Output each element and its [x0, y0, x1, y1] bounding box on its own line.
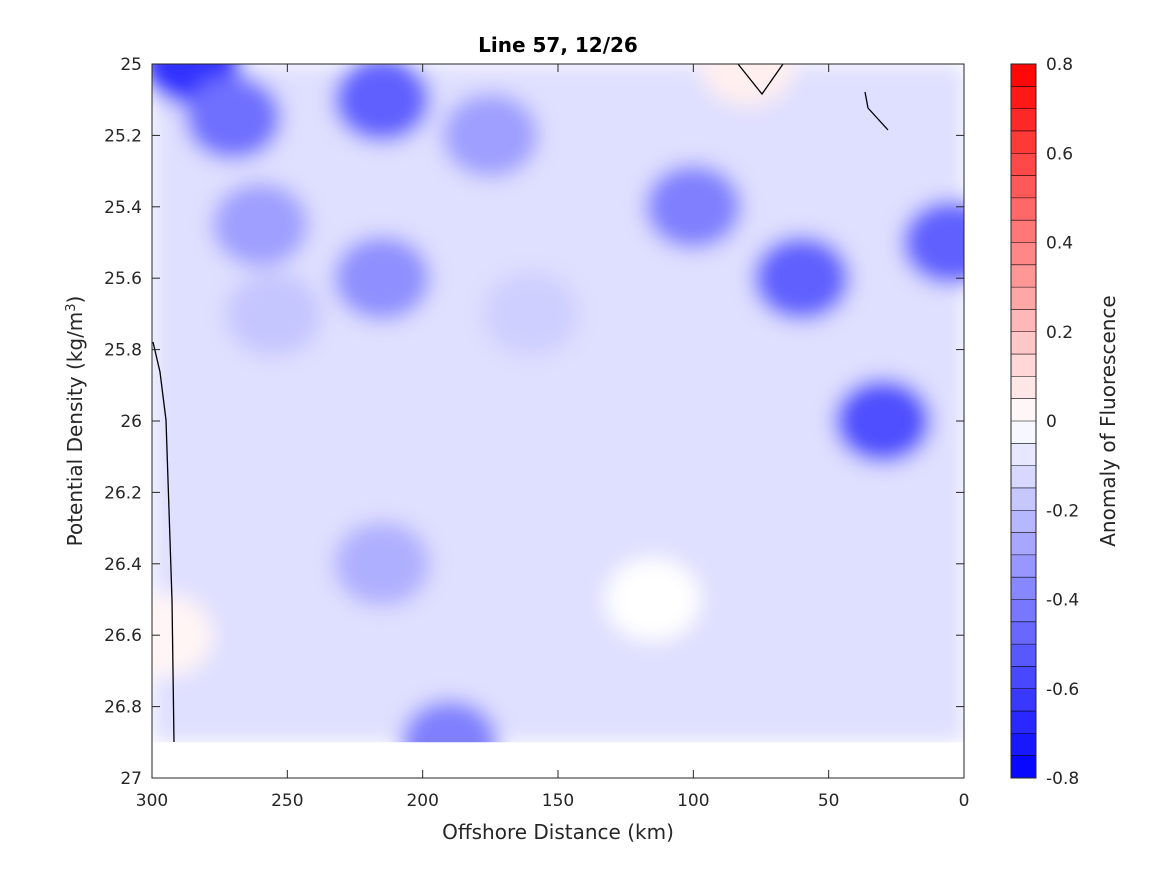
colorbar-swatch — [1011, 220, 1036, 243]
colorbar-swatch — [1011, 398, 1036, 422]
colorbar-tick-label: -0.6 — [1046, 680, 1079, 700]
y-tick-label: 25.2 — [104, 126, 142, 146]
x-tick-label: 100 — [677, 791, 709, 811]
field-region — [185, 75, 282, 160]
field-region — [482, 271, 579, 356]
colorbar-swatch — [1011, 487, 1036, 511]
field-region — [902, 200, 964, 285]
colorbar-swatch — [1011, 532, 1036, 556]
x-tick-label: 200 — [406, 791, 438, 811]
field-region — [834, 379, 931, 463]
y-axis: 25 25.2 25.4 25.6 25.8 26 26.2 26.4 26.6 26.8 27 — [104, 55, 964, 789]
colorbar-swatch — [1011, 711, 1036, 734]
colorbar-tick-label: -0.8 — [1046, 769, 1079, 789]
contour-field — [152, 64, 964, 743]
colorbar-swatch — [1011, 331, 1036, 355]
colorbar-swatch — [1011, 242, 1036, 266]
field-region — [604, 557, 701, 642]
colorbar-swatch — [1011, 108, 1036, 132]
field-region — [334, 521, 431, 606]
colorbar-swatch — [1011, 153, 1036, 177]
colorbar-swatch — [1011, 264, 1036, 288]
zero-contour-line — [737, 63, 784, 96]
y-tick-label: 26 — [120, 412, 142, 432]
x-tick-label: 150 — [542, 791, 574, 811]
colorbar-swatch — [1011, 577, 1036, 600]
colorbar-swatch — [1011, 755, 1036, 779]
x-tick-label: 250 — [271, 791, 303, 811]
field-region — [645, 164, 742, 249]
field-base — [152, 64, 964, 743]
y-tick-label: 25 — [120, 55, 142, 75]
colorbar-swatch — [1011, 86, 1036, 110]
y-axis-label: Potential Density (kg/m3) — [63, 296, 87, 547]
colorbar-tick-label: 0 — [1046, 412, 1057, 432]
colorbar-swatch — [1011, 465, 1036, 489]
x-tick-label: 50 — [818, 791, 840, 811]
colorbar-tick-label: 0.8 — [1046, 55, 1073, 75]
colorbar-tick-label: 0.6 — [1046, 144, 1073, 164]
y-tick-label: 25.8 — [104, 341, 142, 361]
colorbar-swatch — [1011, 376, 1036, 400]
field-region — [266, 450, 363, 535]
colorbar-swatch — [1011, 599, 1036, 623]
zero-contour-line — [864, 91, 889, 131]
y-axis-label-close: ) — [63, 296, 87, 304]
y-tick-label: 25.6 — [104, 269, 142, 289]
y-tick-label: 26.8 — [104, 698, 142, 718]
colorbar-tick-label: -0.4 — [1046, 591, 1079, 611]
field-region — [699, 64, 796, 106]
field-region — [334, 236, 431, 321]
field-region — [442, 93, 539, 178]
colorbar-swatch — [1011, 287, 1036, 310]
colorbar-swatch — [1011, 309, 1036, 333]
x-tick-label: 0 — [959, 791, 970, 811]
field-region — [401, 700, 498, 743]
colorbar-swatch — [1011, 354, 1036, 377]
colorbar — [1011, 63, 1036, 779]
colorbar-swatch — [1011, 421, 1036, 444]
colorbar-axis: 0.8 0.6 0.4 0.2 0 -0.2 -0.4 -0.6 -0.8 — [1046, 55, 1079, 789]
x-axis-label: Offshore Distance (km) — [442, 820, 674, 844]
field-region — [212, 182, 309, 267]
y-axis-label-superscript: 3 — [64, 303, 79, 311]
field-region — [334, 64, 431, 142]
colorbar-swatch — [1011, 175, 1036, 199]
colorbar-label: Anomaly of Fluorescence — [1096, 295, 1120, 546]
field-region — [152, 593, 214, 678]
zero-contour-line — [152, 341, 175, 743]
colorbar-swatch — [1011, 130, 1036, 154]
y-tick-label: 26.6 — [104, 626, 142, 646]
colorbar-swatch — [1011, 688, 1036, 712]
colorbar-swatch — [1011, 666, 1036, 690]
colorbar-swatch — [1011, 443, 1036, 467]
y-axis-label-main: Potential Density (kg/m — [63, 312, 87, 547]
y-tick-label: 26.2 — [104, 483, 142, 503]
x-axis: 300 250 200 150 100 50 0 — [136, 64, 970, 811]
x-tick-label: 300 — [136, 791, 168, 811]
field-region — [225, 271, 322, 356]
colorbar-swatch — [1011, 554, 1036, 578]
chart-title: Line 57, 12/26 — [478, 33, 638, 57]
y-tick-label: 25.4 — [104, 198, 142, 218]
colorbar-swatch — [1011, 621, 1036, 645]
colorbar-tick-label: 0.2 — [1046, 323, 1073, 343]
y-tick-label: 26.4 — [104, 555, 142, 575]
field-region — [753, 236, 850, 321]
colorbar-swatch — [1011, 64, 1036, 87]
colorbar-frame — [1010, 63, 1037, 779]
colorbar-tick-label: -0.2 — [1046, 501, 1079, 521]
colorbar-tick-label: 0.4 — [1046, 234, 1073, 254]
colorbar-swatch — [1011, 733, 1036, 757]
colorbar-swatch — [1011, 197, 1036, 221]
colorbar-swatch — [1011, 644, 1036, 667]
y-tick-label: 27 — [120, 769, 142, 789]
colorbar-swatch — [1011, 510, 1036, 534]
